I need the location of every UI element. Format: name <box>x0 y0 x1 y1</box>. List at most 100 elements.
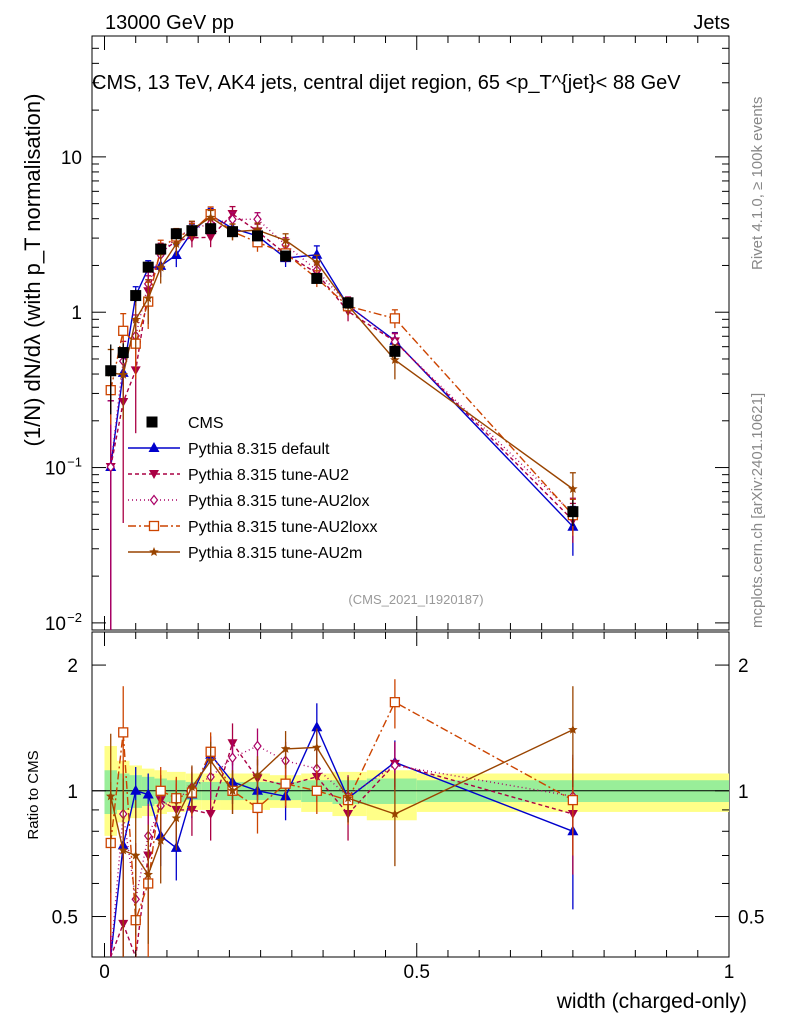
legend-label-pythia-8-315-tune-au2: Pythia 8.315 tune-AU2 <box>188 467 349 484</box>
series-pythia-8-315-tune-au2m-point <box>143 293 153 303</box>
series-pythia-8-315-tune-au2m-point <box>390 355 400 364</box>
series-pythia-8-315-tune-au2m-ratio-point <box>252 770 263 780</box>
series-pythia-8-315-tune-au2loxx-ratio-point <box>311 785 322 796</box>
legend-label-pythia-8-315-default: Pythia 8.315 default <box>188 441 330 458</box>
series-pythia-8-315-tune-au2lox-ratio-point <box>228 752 237 764</box>
legend-label-pythia-8-315-tune-au2loxx: Pythia 8.315 tune-AU2loxx <box>188 519 377 536</box>
legend-marker-pythia-8-315-tune-au2lox <box>149 494 159 506</box>
cms-data-point <box>251 230 263 242</box>
cms-data-point <box>142 261 154 273</box>
legend-marker-cms <box>146 416 158 428</box>
cms-data-point <box>227 226 239 238</box>
series-pythia-8-315-tune-au2loxx-ratio-point <box>118 727 129 738</box>
series-pythia-8-315-tune-au2m-ratio-point <box>143 869 153 879</box>
series-pythia-8-315-tune-au2m-ratio-point <box>343 793 353 803</box>
cms-data-point <box>280 250 292 262</box>
series-pythia-8-315-tune-au2m-point <box>205 212 216 222</box>
series-pythia-8-315-tune-au2m-point <box>155 262 166 272</box>
legend: CMS Pythia 8.315 default Pythia 8.315 tune… <box>128 415 377 562</box>
cms-data-point <box>117 347 129 359</box>
analysis-id-label: (CMS_2021_I1920187) <box>348 592 483 607</box>
main-y-tick-label-exponent: −1 <box>67 455 82 470</box>
cms-data-point <box>170 228 182 240</box>
cms-data-point <box>205 223 217 235</box>
series-pythia-8-315-default-point <box>311 248 323 259</box>
series-pythia-8-315-tune-au2loxx-ratio-point <box>567 794 579 806</box>
ratio-y-tick-label: 2 <box>67 656 78 677</box>
series-pythia-8-315-tune-au2lox-ratio-point <box>390 759 400 771</box>
cms-data-point <box>389 345 401 357</box>
cms-data-point <box>186 225 198 237</box>
series-pythia-8-315-tune-au2m-ratio-point <box>118 845 128 855</box>
series-pythia-8-315-tune-au2m-point <box>252 225 263 235</box>
main-y-tick-label-exponent: −2 <box>67 610 82 625</box>
ratio-y-tick-label-right: 0.5 <box>738 908 764 929</box>
series-pythia-8-315-tune-au2loxx-ratio-point <box>389 697 401 708</box>
series-pythia-8-315-tune-au2-point <box>205 233 216 243</box>
main-y-tick-label: 10 <box>45 614 66 635</box>
series-pythia-8-315-tune-au2m-ratio-point <box>131 850 141 860</box>
series-pythia-8-315-tune-au2loxx-point <box>389 313 401 324</box>
cms-data-point <box>155 243 167 255</box>
series-pythia-8-315-tune-au2loxx-ratio-point <box>155 785 166 796</box>
main-y-tick-label: 10 <box>45 459 66 480</box>
cms-data-point <box>567 506 579 518</box>
main-y-axis-label: (1/N) dN/dλ (with p_T normalisation) <box>20 94 45 447</box>
series-pythia-8-315-tune-au2m-ratio-point <box>155 835 166 845</box>
series-pythia-8-315-tune-au2m-ratio-point <box>106 791 116 801</box>
x-tick-label: 1 <box>724 962 735 983</box>
ratio-y-tick-label-right: 2 <box>738 656 749 677</box>
legend-marker-pythia-8-315-tune-au2loxx <box>148 520 160 532</box>
series-pythia-8-315-default-ratio-point <box>130 784 142 795</box>
main-y-tick-label: 1 <box>71 303 82 324</box>
legend-label-pythia-8-315-tune-au2m: Pythia 8.315 tune-AU2m <box>188 545 362 562</box>
series-pythia-8-315-tune-au2m-ratio-point <box>187 782 197 792</box>
series-pythia-8-315-tune-au2m-point <box>312 257 322 267</box>
series-pythia-8-315-tune-au2m-ratio-point <box>205 755 216 765</box>
cms-data-point <box>311 272 323 284</box>
ratio-series-group <box>105 679 579 958</box>
main-series-group <box>105 205 579 630</box>
series-pythia-8-315-tune-au2m-ratio-point <box>390 809 400 818</box>
series-pythia-8-315-tune-au2loxx-ratio-line <box>110 701 574 921</box>
series-pythia-8-315-tune-au2m-ratio-point <box>568 724 578 734</box>
legend-label-cms: CMS <box>188 415 224 432</box>
series-pythia-8-315-tune-au2m-ratio-point <box>171 813 182 823</box>
series-pythia-8-315-default-ratio-point <box>311 721 323 732</box>
cms-data-point <box>130 290 142 302</box>
mcplots-label: mcplots.cern.ch [arXiv:2401.10621] <box>749 393 766 628</box>
ratio-y-tick-label: 1 <box>67 782 78 803</box>
legend-marker-pythia-8-315-default <box>148 442 160 452</box>
series-pythia-8-315-default-ratio-point <box>142 788 154 799</box>
legend-marker-pythia-8-315-tune-au2m <box>149 547 159 556</box>
series-pythia-8-315-tune-au2m-point <box>280 235 291 245</box>
cms-data-point <box>342 297 354 309</box>
rivet-version-label: Rivet 4.1.0, ≥ 100k events <box>749 97 766 270</box>
series-pythia-8-315-tune-au2loxx-ratio-point <box>280 778 291 789</box>
ratio-y-axis-label: Ratio to CMS <box>25 750 42 839</box>
series-pythia-8-315-tune-au2m-ratio-point <box>312 742 322 752</box>
x-axis-label: width (charged-only) <box>556 990 747 1013</box>
series-pythia-8-315-tune-au2-ratio-point <box>205 809 216 819</box>
main-panel-frame <box>91 35 730 631</box>
energy-label: 13000 GeV pp <box>105 12 234 34</box>
main-y-tick-label: 10 <box>61 148 82 169</box>
chart-title: CMS, 13 TeV, AK4 jets, central dijet reg… <box>92 72 681 94</box>
series-pythia-8-315-tune-au2lox-ratio-point <box>253 740 262 752</box>
x-tick-label: 0 <box>99 962 110 983</box>
series-pythia-8-315-tune-au2m-ratio-point <box>280 743 291 753</box>
ratio-y-tick-label-right: 1 <box>738 782 749 803</box>
series-pythia-8-315-tune-au2lox-point <box>106 461 115 473</box>
series-pythia-8-315-tune-au2m-ratio-point <box>227 785 238 795</box>
series-pythia-8-315-tune-au2m-point <box>118 369 128 379</box>
cms-data-point <box>105 365 117 377</box>
series-pythia-8-315-tune-au2loxx-line <box>110 213 574 516</box>
series-pythia-8-315-tune-au2m-point <box>568 484 578 493</box>
category-label: Jets <box>693 12 730 34</box>
series-pythia-8-315-tune-au2loxx-ratio-point <box>252 802 263 814</box>
series-pythia-8-315-tune-au2loxx-point <box>118 325 129 336</box>
x-tick-label: 0.5 <box>404 962 430 983</box>
series-pythia-8-315-tune-au2m-point <box>171 238 182 248</box>
